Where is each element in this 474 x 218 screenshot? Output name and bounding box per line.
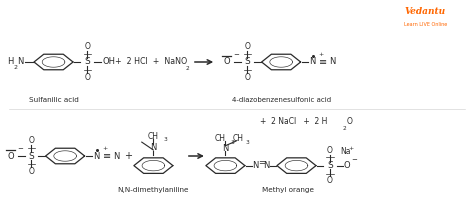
Text: 2: 2: [185, 66, 189, 71]
Text: Na: Na: [340, 147, 351, 156]
Text: Learn LIVE Online: Learn LIVE Online: [403, 22, 447, 27]
Text: 3: 3: [246, 140, 249, 145]
Text: O: O: [28, 136, 34, 145]
Text: O: O: [327, 146, 333, 155]
Text: S: S: [244, 58, 250, 66]
Text: 3: 3: [164, 138, 167, 143]
Text: O: O: [346, 117, 352, 126]
Text: +  2 NaCl   +  2 H: + 2 NaCl + 2 H: [260, 117, 328, 126]
Text: ≡: ≡: [319, 57, 327, 67]
Text: +  2 HCl  +  NaNO: + 2 HCl + NaNO: [115, 58, 188, 66]
Text: O: O: [244, 73, 250, 82]
Text: +: +: [348, 146, 353, 151]
Text: OH: OH: [102, 58, 115, 66]
Text: 2: 2: [343, 126, 346, 131]
Text: S: S: [84, 58, 91, 66]
Text: O: O: [244, 42, 250, 51]
Text: CH: CH: [214, 135, 225, 143]
Text: +: +: [318, 53, 324, 58]
Text: CH: CH: [148, 132, 159, 141]
Text: N: N: [329, 58, 335, 66]
Text: O: O: [84, 42, 91, 51]
Text: N: N: [222, 144, 228, 153]
Text: S: S: [28, 152, 34, 160]
Text: O: O: [327, 177, 333, 186]
Text: =: =: [258, 158, 264, 167]
Text: 3: 3: [230, 140, 234, 145]
Text: O: O: [84, 73, 91, 82]
Text: Methyl orange: Methyl orange: [262, 187, 314, 193]
Text: 2: 2: [13, 65, 17, 70]
Text: N: N: [113, 152, 119, 160]
Text: −: −: [351, 157, 356, 163]
Text: O: O: [28, 167, 34, 176]
Text: −: −: [17, 146, 23, 152]
Text: N: N: [264, 161, 270, 170]
Text: S: S: [327, 161, 333, 170]
Text: N: N: [150, 143, 156, 152]
Text: Vedantu: Vedantu: [405, 7, 446, 16]
Text: O: O: [223, 58, 230, 66]
Text: 4-diazobenzenesulfonic acid: 4-diazobenzenesulfonic acid: [232, 97, 331, 104]
Text: O: O: [7, 152, 14, 160]
Text: ≡: ≡: [103, 151, 111, 161]
Text: N: N: [252, 161, 259, 170]
Text: N: N: [310, 58, 316, 66]
Text: −: −: [233, 52, 239, 58]
Text: Sulfanilic acid: Sulfanilic acid: [28, 97, 79, 104]
Text: +: +: [124, 151, 132, 161]
Text: N: N: [17, 58, 23, 66]
Text: +: +: [102, 146, 108, 152]
Text: CH: CH: [232, 135, 243, 143]
Text: N: N: [93, 152, 100, 160]
Text: H: H: [7, 58, 13, 66]
Text: N,N-dimethylaniline: N,N-dimethylaniline: [118, 187, 189, 193]
Text: O: O: [344, 161, 350, 170]
